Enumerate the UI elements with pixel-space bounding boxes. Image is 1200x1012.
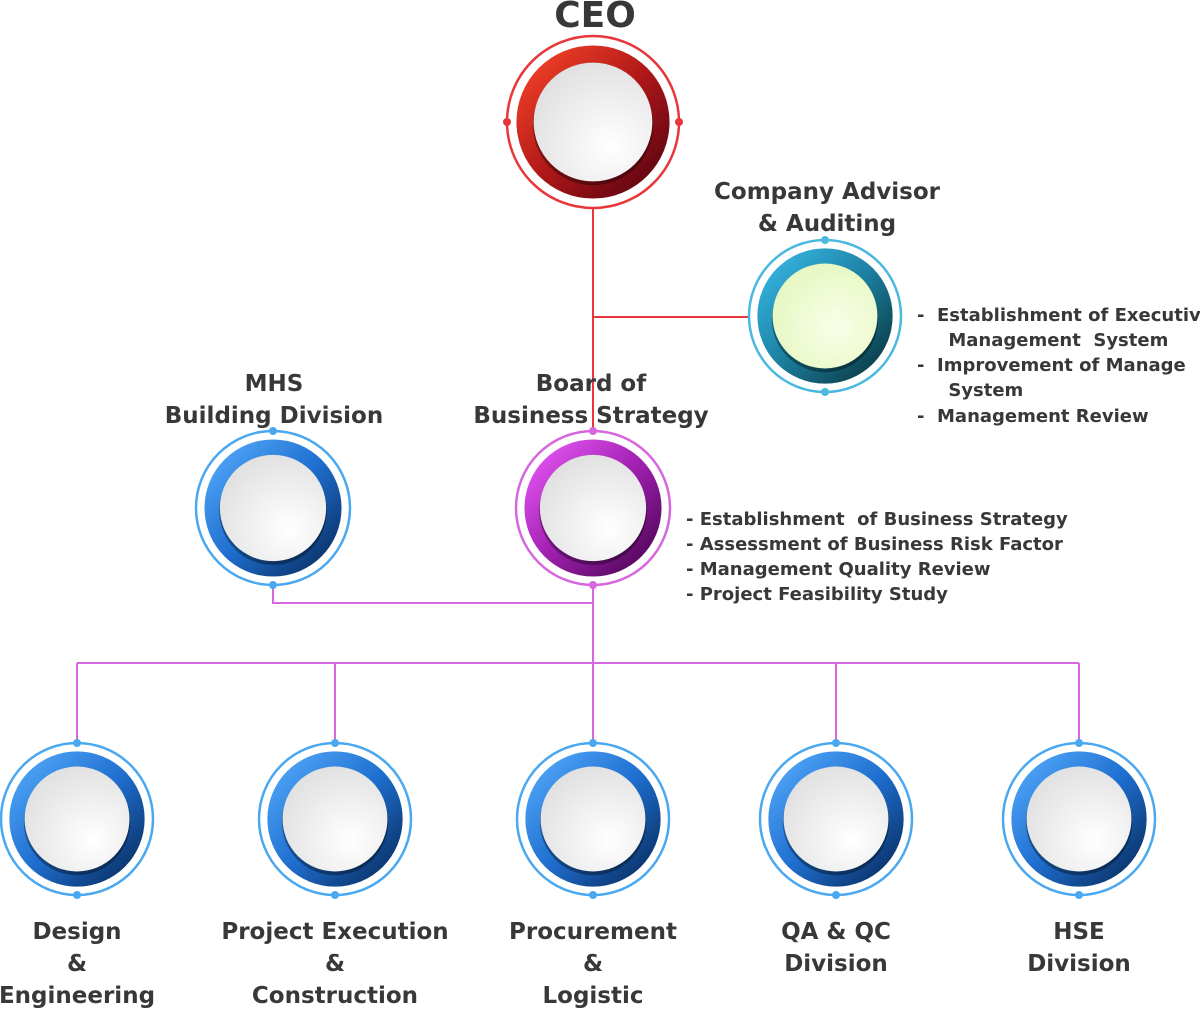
node-center	[783, 766, 889, 872]
advisor-responsibilities: - Establishment of Executive Management …	[917, 304, 1200, 427]
node-center	[533, 62, 653, 182]
division-node-2	[515, 739, 671, 899]
connector-dot	[269, 427, 277, 435]
connector-dot	[832, 739, 840, 747]
connector-dot	[73, 891, 81, 899]
node-center	[219, 454, 327, 562]
division-label-project-execution: Project Execution & Construction	[221, 919, 449, 1009]
connector-dot	[269, 581, 277, 589]
division-node-4	[1001, 739, 1157, 899]
connector-lines	[76, 208, 1080, 742]
division-label-design: Design & Engineering	[0, 919, 156, 1009]
connector-dot	[331, 891, 339, 899]
division-node-0	[0, 739, 155, 899]
connector-dot	[832, 891, 840, 899]
node-center	[1026, 766, 1132, 872]
division-node-1	[257, 739, 413, 899]
mhs-node	[194, 427, 352, 589]
connector-dot	[675, 118, 683, 126]
mhs-label: MHS Building Division	[164, 371, 384, 429]
advisor-node	[747, 236, 903, 396]
node-center	[24, 766, 130, 872]
connector-dot	[589, 427, 597, 435]
board-label: Board of Business Strategy	[473, 371, 709, 429]
connector-dot	[821, 388, 829, 396]
division-label-hse: HSE Division	[1027, 919, 1131, 977]
ceo-node	[503, 34, 683, 210]
connector-dot	[1075, 739, 1083, 747]
board-node	[514, 427, 672, 589]
connector-dot	[821, 236, 829, 244]
connector-dot	[503, 118, 511, 126]
node-center	[540, 766, 646, 872]
node-center	[282, 766, 388, 872]
connector-dot	[589, 739, 597, 747]
connector-dot	[331, 739, 339, 747]
connector-dot	[1075, 891, 1083, 899]
board-responsibilities: - Establishment of Business Strategy - As…	[686, 508, 1068, 606]
node-center	[539, 454, 647, 562]
division-node-3	[758, 739, 914, 899]
connector-dot	[589, 581, 597, 589]
division-label-procurement: Procurement & Logistic	[509, 919, 677, 1009]
division-label-qa-qc: QA & QC Division	[781, 919, 891, 977]
advisor-label: Company Advisor & Auditing	[714, 179, 940, 237]
ceo-label: CEO	[554, 0, 636, 36]
node-center	[772, 263, 878, 369]
connector-dot	[589, 891, 597, 899]
connector-dot	[73, 739, 81, 747]
